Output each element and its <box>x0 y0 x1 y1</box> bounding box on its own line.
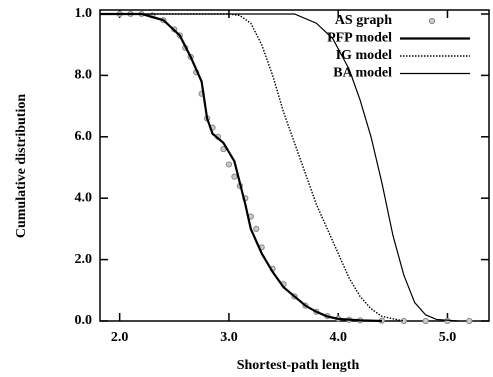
legend-label: AS graph <box>335 13 392 28</box>
x-axis-label: Shortest-path length <box>237 358 360 373</box>
y-tick-label: 4.0 <box>75 190 93 205</box>
x-tick-label: 4.0 <box>329 330 347 345</box>
data-point <box>253 225 260 232</box>
series-line <box>100 13 459 322</box>
data-point <box>400 317 407 325</box>
y-axis-label: Cumulative distribution <box>14 94 29 239</box>
y-tick-label: 1.0 <box>75 6 93 21</box>
legend-label: IG model <box>336 48 393 63</box>
x-tick-label: 5.0 <box>439 330 457 345</box>
data-point <box>444 317 451 325</box>
y-tick-label: 6.0 <box>75 129 93 144</box>
series-line <box>100 13 404 322</box>
data-point <box>231 173 238 180</box>
y-tick-label: 8.0 <box>75 68 93 83</box>
data-point <box>466 317 473 325</box>
data-point <box>225 161 233 168</box>
y-tick-label: 0.0 <box>75 313 93 328</box>
legend-marker <box>428 17 436 25</box>
series-line <box>100 12 382 323</box>
x-tick-label: 2.0 <box>111 330 129 345</box>
data-point <box>422 317 429 325</box>
plot-frame <box>99 9 490 322</box>
legend-label: PFP model <box>327 31 392 46</box>
legend-label: BA model <box>333 66 392 81</box>
y-tick-label: 2.0 <box>75 252 93 267</box>
x-tick-label: 3.0 <box>220 330 238 345</box>
